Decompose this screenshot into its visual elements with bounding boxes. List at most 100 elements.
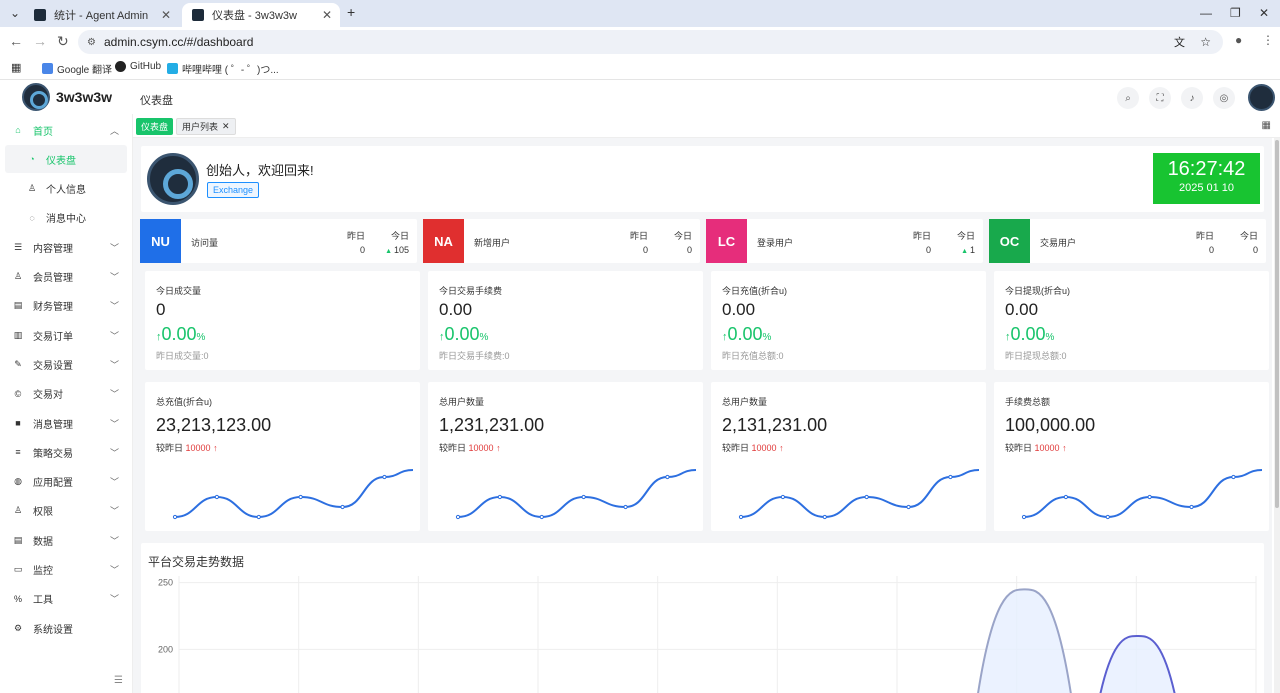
search-icon[interactable]: ⌕ [1117, 87, 1139, 109]
sidebar-item-10[interactable]: ■ 消息管理 ﹀ [0, 409, 133, 437]
clock-time: 16:27:42 [1167, 158, 1246, 180]
tab-close-icon[interactable]: ✕ [160, 8, 171, 22]
sidebar-item-label: 策略交易 [33, 448, 73, 460]
total-compare: 较昨日 10000 ↑ [1005, 443, 1067, 453]
stat-title: 今日交易手续费 [439, 286, 503, 296]
sidebar-item-1[interactable]: ◔ 仪表盘 [5, 145, 127, 174]
total-stat-card: 手续费总额 100,000.00 较昨日 10000 ↑ [994, 382, 1269, 531]
tab-close-icon[interactable]: ✕ [321, 8, 332, 22]
summary-code-badge: NU [140, 219, 181, 263]
page-scrollbar[interactable] [1274, 138, 1280, 693]
data-icon: ▤ [13, 534, 23, 545]
total-title: 手续费总额 [1005, 397, 1051, 407]
collapse-sidebar-icon[interactable]: ☰ [114, 675, 123, 686]
sparkline-point [382, 474, 387, 480]
tab-search-icon[interactable]: ⌄ [10, 6, 21, 20]
y-tick-label: 200 [158, 644, 173, 654]
browser-tab-1[interactable]: 统计 - Agent Admin ✕ [24, 3, 179, 27]
tool-icon: % [13, 593, 22, 604]
tab-favicon-icon [192, 9, 204, 21]
arrow-up-icon: ↑ [439, 331, 445, 343]
sparkline-point [665, 474, 670, 480]
sidebar-item-12[interactable]: ◍ 应用配置 ﹀ [0, 468, 133, 496]
reload-icon[interactable]: ↻ [57, 33, 69, 49]
sidebar-item-11[interactable]: ≡ 策略交易 ﹀ [0, 438, 133, 466]
arrow-up-icon: ↑ [156, 331, 162, 343]
sidebar-item-7[interactable]: ▥ 交易订单 ﹀ [0, 321, 133, 349]
bookmark-github[interactable]: GitHub [115, 61, 161, 72]
logo [22, 83, 50, 111]
tag-user-list[interactable]: 用户列表 ✕ [176, 118, 236, 135]
tag-dashboard[interactable]: 仪表盘 [136, 118, 174, 135]
minimize-icon[interactable]: — [1200, 6, 1212, 20]
forward-icon[interactable]: → [33, 33, 47, 49]
finance-icon: ▤ [13, 300, 23, 311]
tag-close-icon[interactable]: ✕ [222, 121, 230, 131]
chevron-down-icon: ﹀ [109, 594, 119, 605]
sidebar-item-9[interactable]: © 交易对 ﹀ [0, 380, 133, 408]
bookmark-bilibili[interactable]: 哔哩哔哩 ( ゜- ゜)つ... [167, 61, 279, 76]
back-icon[interactable]: ← [9, 33, 23, 49]
sparkline-line [1023, 469, 1263, 519]
sidebar-item-13[interactable]: ♙ 权限 ﹀ [0, 497, 133, 525]
sidebar-item-2[interactable]: ♙ 个人信息 [0, 175, 133, 203]
browser-menu-icon[interactable]: ⋮ [1262, 33, 1274, 47]
sidebar-item-3[interactable]: ◌ 消息中心 [0, 204, 133, 232]
sidebar-item-15[interactable]: ▭ 监控 ﹀ [0, 556, 133, 584]
fullscreen-icon[interactable]: ⛶ [1149, 87, 1171, 109]
sidebar-item-0[interactable]: ⌂ 首页 ︿ [0, 116, 133, 144]
trend-series-area [977, 588, 1072, 693]
chevron-down-icon: ﹀ [109, 565, 119, 575]
new-tab-icon[interactable]: + [347, 4, 356, 20]
today-column: 今日 0 [1239, 231, 1258, 255]
today-column: 今日 0 [673, 231, 692, 255]
bookmark-google-translate[interactable]: Google 翻译 [42, 61, 112, 76]
profile-icon[interactable]: ● [1235, 33, 1243, 47]
today-stat-card: 今日成交量 0 ↑0.00% 昨日成交量:0 [145, 271, 420, 370]
chevron-down-icon: ﹀ [109, 242, 119, 253]
wrench-icon: ✎ [14, 358, 22, 369]
user-avatar[interactable] [1248, 84, 1275, 111]
tag-menu-icon[interactable]: ▦ [1261, 120, 1271, 131]
list-icon: ☰ [13, 241, 23, 252]
bell-icon[interactable]: ♪ [1181, 87, 1203, 109]
window-close-icon[interactable]: ✕ [1259, 6, 1270, 20]
sparkline-point [864, 494, 869, 500]
sidebar-item-label: 消息中心 [46, 214, 86, 226]
translate-icon[interactable]: 文 [1174, 37, 1185, 49]
sidebar-item-17[interactable]: ⚙ 系统设置 [0, 614, 133, 642]
permission-icon: ♙ [13, 505, 23, 516]
triangle-up-icon: ▲ [961, 248, 970, 255]
sparkline-point [906, 504, 911, 510]
sidebar-item-8[interactable]: ✎ 交易设置 ﹀ [0, 350, 133, 378]
sidebar-item-4[interactable]: ☰ 内容管理 ﹀ [0, 233, 133, 261]
total-value: 1,231,231.00 [439, 415, 545, 435]
browser-tab-2[interactable]: 仪表盘 - 3w3w3w ✕ [182, 3, 340, 27]
sidebar-item-6[interactable]: ▤ 财务管理 ﹀ [0, 292, 133, 320]
sparkline-point [1231, 474, 1236, 480]
bookmark-star-icon[interactable]: ☆ [1200, 35, 1211, 49]
theme-settings-icon[interactable]: ◎ [1213, 87, 1235, 109]
restore-icon[interactable]: ❐ [1230, 6, 1241, 20]
total-compare: 较昨日 10000 ↑ [156, 443, 218, 453]
sidebar-item-14[interactable]: ▤ 数据 ﹀ [0, 526, 133, 554]
sparkline-point [623, 504, 628, 510]
url-text: admin.csym.cc/#/dashboard [104, 35, 254, 49]
strategy-icon: ≡ [15, 447, 21, 458]
sparkline-point [948, 474, 953, 480]
chevron-down-icon: ﹀ [109, 272, 119, 282]
sidebar-item-16[interactable]: % 工具 ﹀ [0, 585, 133, 613]
apps-grid-icon[interactable]: ▦ [11, 62, 22, 74]
sidebar-item-5[interactable]: ♙ 会员管理 ﹀ [0, 263, 133, 291]
triangle-up-icon: ▲ [385, 248, 394, 255]
summary-title: 交易用户 [1040, 238, 1077, 248]
pair-icon: © [14, 388, 22, 399]
site-info-icon[interactable]: ⚙ [87, 36, 96, 48]
stat-percent: ↑0.00% [439, 324, 489, 344]
summary-title: 新增用户 [474, 238, 511, 248]
sparkline-point [455, 514, 461, 520]
dashboard-icon: ◔ [29, 154, 35, 165]
sparkline-point [497, 494, 502, 500]
total-title: 总充值(折合u) [156, 397, 212, 407]
url-input[interactable]: ⚙ admin.csym.cc/#/dashboard 文 ☆ [78, 30, 1223, 54]
